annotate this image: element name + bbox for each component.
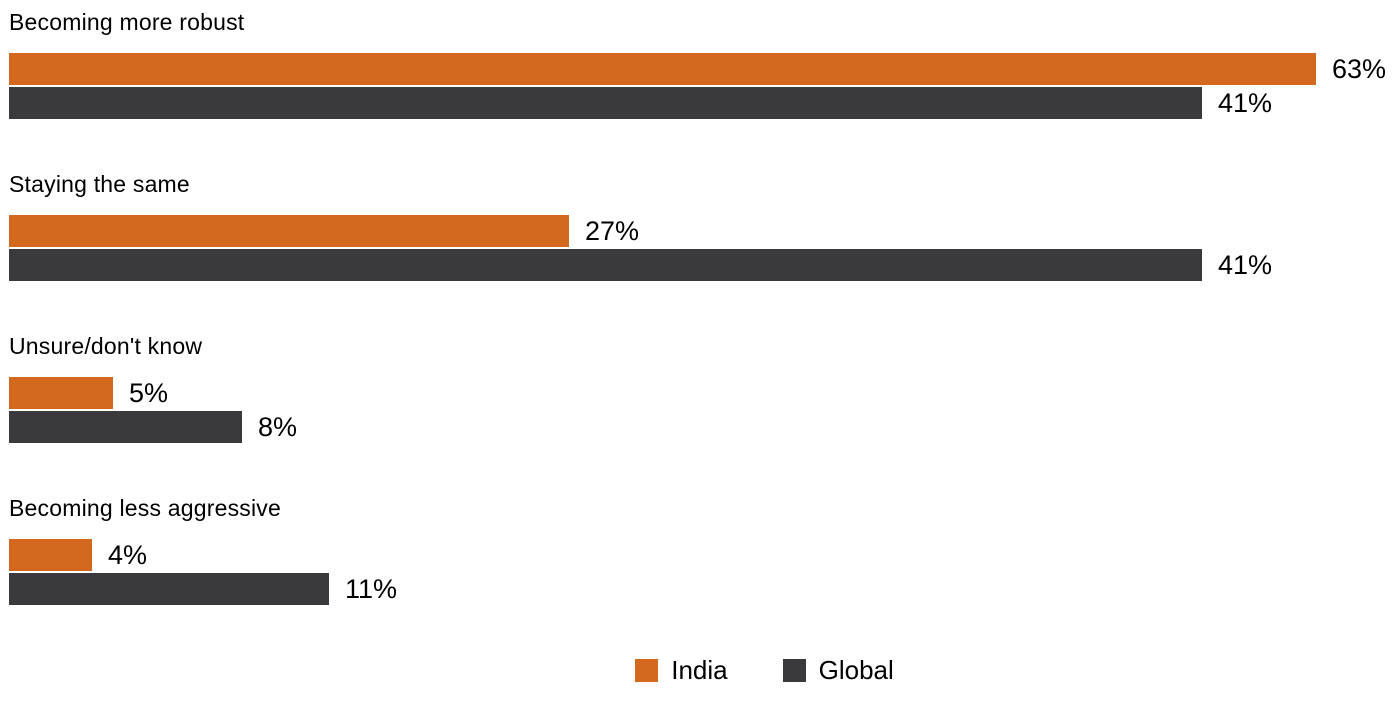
global-value-label: 8% — [258, 411, 298, 442]
india-value-label: 27% — [585, 215, 640, 246]
global-bar — [9, 411, 242, 443]
india-bar — [9, 53, 1316, 85]
category-label: Becoming more robust — [9, 9, 245, 35]
category-label: Unsure/don't know — [9, 333, 203, 359]
bar-row-global: 8% — [9, 411, 1396, 443]
global-legend-swatch-icon — [782, 658, 806, 682]
india-value-label: 5% — [129, 377, 169, 408]
bar-chart: Becoming more robust 63% 41% Staying the sa… — [9, 8, 1396, 684]
chart-legend: India Global — [71, 656, 1396, 684]
legend-item-india: India — [635, 655, 728, 685]
bar-row-global: 41% — [9, 249, 1396, 281]
global-value-label: 11% — [345, 573, 398, 604]
bar-row-india: 5% — [9, 377, 1396, 409]
bar-group: Unsure/don't know 5% 8% — [9, 332, 1396, 443]
bar-row-global: 41% — [9, 87, 1396, 119]
bar-group: Becoming less aggressive 4% 11% — [9, 494, 1396, 605]
legend-item-global: Global — [782, 655, 894, 685]
bar-row-india: 27% — [9, 215, 1396, 247]
bar-row-global: 11% — [9, 573, 1396, 605]
category-label: Becoming less aggressive — [9, 495, 281, 521]
legend-label-india: India — [671, 655, 728, 685]
india-bar — [9, 215, 569, 247]
global-bar — [9, 87, 1202, 119]
india-value-label: 4% — [108, 539, 148, 570]
india-value-label: 63% — [1332, 53, 1387, 84]
global-value-label: 41% — [1218, 249, 1273, 280]
bar-row-india: 4% — [9, 539, 1396, 571]
category-label: Staying the same — [9, 171, 190, 197]
bar-row-india: 63% — [9, 53, 1396, 85]
india-bar — [9, 377, 113, 409]
bar-group: Staying the same 27% 41% — [9, 170, 1396, 281]
global-bar — [9, 249, 1202, 281]
india-bar — [9, 539, 92, 571]
india-legend-swatch-icon — [635, 658, 659, 682]
legend-label-global: Global — [818, 655, 894, 685]
global-value-label: 41% — [1218, 87, 1273, 118]
global-bar — [9, 573, 329, 605]
bar-group: Becoming more robust 63% 41% — [9, 8, 1396, 119]
bar-groups-container: Becoming more robust 63% 41% Staying the sa… — [9, 8, 1396, 605]
